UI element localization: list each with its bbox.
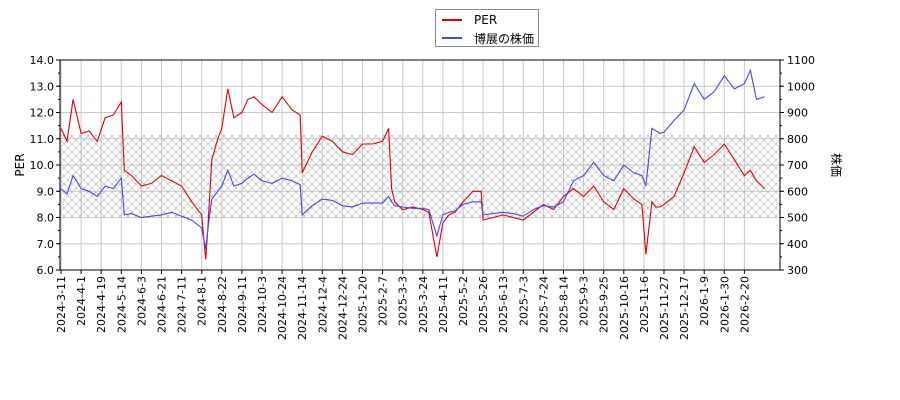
- right-axis: 300 400 500 600 700 800 900 1000 1100: [780, 54, 815, 277]
- x-tick-label: 2025-7-24: [537, 276, 550, 333]
- right-tick-label: 300: [787, 264, 808, 277]
- x-tick-label: 2025-11-27: [658, 276, 671, 340]
- x-axis: 2024-3-11 2024-4-1 2024-4-19 2024-5-14 2024-…: [55, 270, 751, 340]
- left-tick-label: 7.0: [37, 238, 55, 251]
- left-tick-label: 10.0: [30, 159, 55, 172]
- x-tick-label: 2025-5-2: [457, 276, 470, 326]
- per-line: [60, 88, 765, 260]
- shaded-band: [60, 134, 780, 218]
- x-tick-label: 2024-11-14: [296, 276, 309, 340]
- x-tick-label: 2024-7-11: [176, 276, 189, 333]
- right-tick-label: 800: [787, 133, 808, 146]
- x-tick-label: 2024-3-11: [55, 276, 68, 333]
- legend-swatch-per: [442, 19, 462, 21]
- legend-swatch-stock-price: [442, 37, 462, 39]
- x-tick-label: 2025-11-6: [638, 276, 651, 333]
- legend-label-per: PER: [474, 13, 498, 27]
- x-tick-label: 2025-2-7: [377, 276, 390, 326]
- x-tick-label: 2024-12-24: [336, 276, 349, 340]
- x-tick-label: 2025-1-20: [357, 276, 370, 333]
- x-tick-label: 2024-9-11: [236, 276, 249, 333]
- x-tick-label: 2025-3-24: [417, 276, 430, 333]
- x-tick-label: 2024-10-24: [276, 276, 289, 340]
- legend: PER 博展の株価: [435, 9, 539, 47]
- x-tick-label: 2024-5-14: [115, 276, 128, 333]
- x-tick-label: 2025-9-3: [578, 276, 591, 326]
- x-tick-label: 2025-4-11: [437, 276, 450, 333]
- left-tick-label: 6.0: [37, 264, 55, 277]
- x-tick-label: 2026-1-30: [718, 276, 731, 333]
- x-tick-label: 2024-6-21: [156, 276, 169, 333]
- right-tick-label: 1100: [787, 54, 815, 67]
- x-tick-label: 2025-3-3: [397, 276, 410, 326]
- x-tick-label: 2024-4-1: [75, 276, 88, 326]
- left-tick-label: 9.0: [37, 185, 55, 198]
- x-tick-label: 2026-1-9: [698, 276, 711, 326]
- x-tick-label: 2025-9-25: [598, 276, 611, 333]
- left-tick-label: 13.0: [30, 80, 55, 93]
- legend-item-stock-price: 博展の株価: [442, 30, 534, 46]
- legend-label-stock-price: 博展の株価: [474, 31, 535, 46]
- right-axis-title: 株価: [829, 153, 844, 177]
- x-tick-label: 2025-10-16: [618, 276, 631, 340]
- right-tick-label: 900: [787, 107, 808, 120]
- left-tick-label: 11.0: [30, 133, 55, 146]
- x-tick-label: 2024-10-3: [256, 276, 269, 333]
- x-tick-label: 2025-7-3: [517, 276, 530, 326]
- series-lines: [60, 68, 765, 260]
- stock-price-line: [60, 68, 765, 250]
- x-tick-label: 2024-8-22: [216, 276, 229, 333]
- left-tick-label: 14.0: [30, 54, 55, 67]
- x-tick-label: 2024-12-4: [316, 276, 329, 333]
- right-tick-label: 1000: [787, 80, 815, 93]
- x-tick-label: 2025-8-14: [558, 276, 571, 333]
- right-tick-label: 500: [787, 212, 808, 225]
- x-tick-label: 2025-5-26: [477, 276, 490, 333]
- left-axis: 6.0 7.0 8.0 9.0 10.0 11.0 12.0 13.0 14.0: [30, 54, 60, 277]
- x-tick-label: 2025-12-17: [678, 276, 691, 340]
- x-tick-label: 2024-8-1: [196, 276, 209, 326]
- legend-item-per: PER: [442, 12, 497, 28]
- left-axis-title: PER: [13, 153, 27, 176]
- left-tick-label: 12.0: [30, 107, 55, 120]
- right-tick-label: 700: [787, 159, 808, 172]
- right-tick-label: 400: [787, 238, 808, 251]
- x-tick-label: 2026-2-20: [738, 276, 751, 333]
- right-tick-label: 600: [787, 185, 808, 198]
- left-tick-label: 8.0: [37, 212, 55, 225]
- x-tick-label: 2024-6-3: [135, 276, 148, 326]
- x-tick-label: 2024-4-19: [95, 276, 108, 333]
- x-tick-label: 2025-6-13: [497, 276, 510, 333]
